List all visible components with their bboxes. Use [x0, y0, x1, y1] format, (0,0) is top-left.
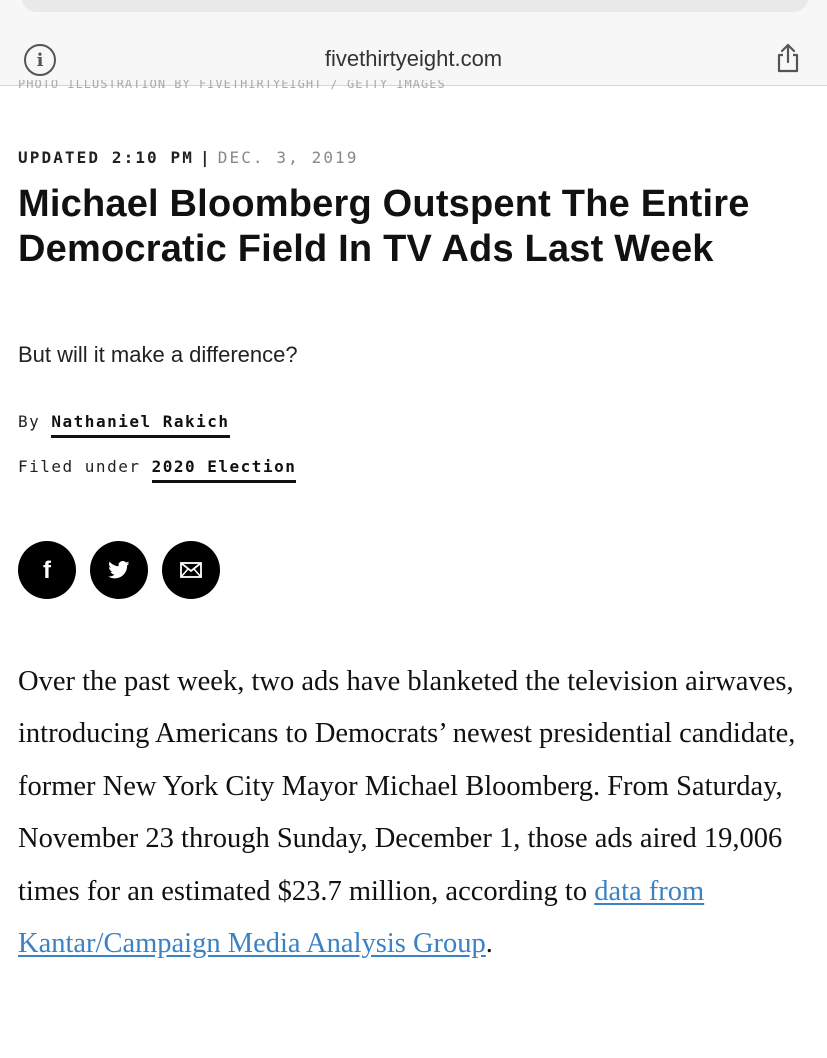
browser-toolbar: i fivethirtyeight.com: [0, 0, 827, 86]
twitter-share-button[interactable]: [90, 541, 148, 599]
paragraph-end: .: [485, 928, 493, 960]
facebook-icon: f: [43, 557, 51, 584]
article-paragraph: Over the past week, two ads have blanket…: [18, 656, 818, 970]
email-share-button[interactable]: [162, 541, 220, 599]
info-icon[interactable]: i: [24, 44, 56, 76]
author-link[interactable]: Nathaniel Rakich: [51, 412, 230, 438]
share-buttons: f: [18, 541, 220, 599]
tab-bar-pill[interactable]: [22, 0, 808, 12]
article-timestamp: UPDATED 2:10 PM | DEC. 3, 2019: [18, 148, 359, 167]
article-subtitle: But will it make a difference?: [18, 342, 298, 367]
publish-date: DEC. 3, 2019: [217, 148, 359, 167]
updated-label: UPDATED 2:10 PM: [18, 148, 194, 167]
facebook-share-button[interactable]: f: [18, 541, 76, 599]
photo-credit-peek: PHOTO ILLUSTRATION BY FIVETHIRTYEIGHT / …: [18, 80, 446, 90]
address-bar-url[interactable]: fivethirtyeight.com: [324, 46, 503, 71]
byline-prefix: By: [18, 412, 41, 431]
source-data-link[interactable]: data from Kantar/Campaign Media Analysis…: [18, 875, 705, 960]
category-link[interactable]: 2020 Election: [151, 457, 297, 483]
meta-separator: |: [200, 148, 212, 167]
article-title: Michael Bloomberg Outspent The Entire De…: [18, 183, 750, 270]
filed-prefix: Filed under: [18, 457, 141, 476]
paragraph-text: Over the past week, two ads have blanket…: [18, 666, 796, 907]
filed-under: Filed under 2020 Election: [18, 457, 297, 483]
twitter-icon: [108, 561, 130, 579]
email-icon: [180, 562, 202, 578]
share-icon[interactable]: [772, 42, 804, 74]
byline: By Nathaniel Rakich: [18, 412, 230, 438]
